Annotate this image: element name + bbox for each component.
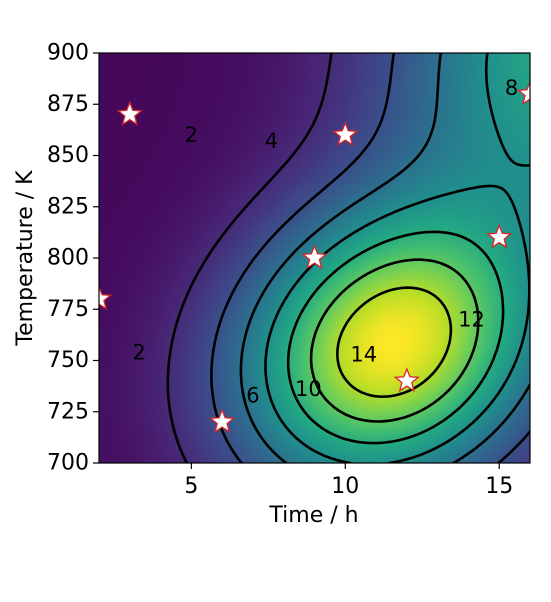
y-tick-label: 750	[47, 348, 89, 373]
star-marker	[393, 367, 421, 393]
y-tick-label: 725	[47, 399, 89, 424]
contour-label-2: 2	[132, 340, 145, 364]
contour-label-10: 10	[295, 377, 322, 401]
star-marker	[301, 244, 328, 270]
x-tick-label: 15	[485, 474, 513, 499]
x-tick-label: 5	[184, 474, 198, 499]
contour-line-14	[336, 286, 453, 398]
contour-label-4: 4	[265, 129, 278, 153]
contour-label-2: 2	[185, 123, 198, 147]
y-tick-label: 775	[47, 297, 89, 322]
scatter-markers	[99, 80, 530, 434]
contour-line-8	[264, 53, 530, 463]
y-tick-label: 850	[47, 143, 89, 168]
y-tick-label: 875	[47, 92, 89, 117]
contour-label-6: 6	[246, 383, 259, 407]
star-marker	[208, 408, 236, 434]
plot-area: 2 4 8 2 6 10 12 14	[99, 53, 530, 463]
contour-labels: 2 4 8 2 6 10 12 14	[132, 76, 518, 408]
contour-line-6	[239, 53, 530, 463]
star-marker	[516, 80, 530, 106]
contour-lines	[166, 53, 530, 463]
contour-line-2	[166, 53, 333, 463]
x-axis-label: Time / h	[268, 503, 358, 528]
y-axis-label: Temperature / K	[13, 170, 38, 347]
y-tick-label: 800	[47, 246, 89, 271]
y-tick-label: 900	[47, 41, 89, 66]
star-marker	[116, 100, 143, 126]
x-tick-label: 10	[331, 474, 359, 499]
contour-label-8: 8	[505, 76, 518, 100]
x-axis: 5 10 15	[184, 463, 513, 499]
contour-line-4	[210, 53, 530, 463]
contour-label-12: 12	[458, 308, 485, 332]
y-tick-label: 700	[47, 451, 89, 476]
y-tick-label: 825	[47, 194, 89, 219]
contour-line-12	[309, 258, 480, 423]
star-marker	[486, 223, 513, 249]
contour-line-10	[286, 230, 505, 445]
y-axis: 700 725 750 775 800 825 850 875 900	[47, 41, 99, 476]
contour-label-14: 14	[350, 342, 377, 366]
star-marker	[99, 285, 113, 311]
star-marker	[332, 121, 359, 147]
